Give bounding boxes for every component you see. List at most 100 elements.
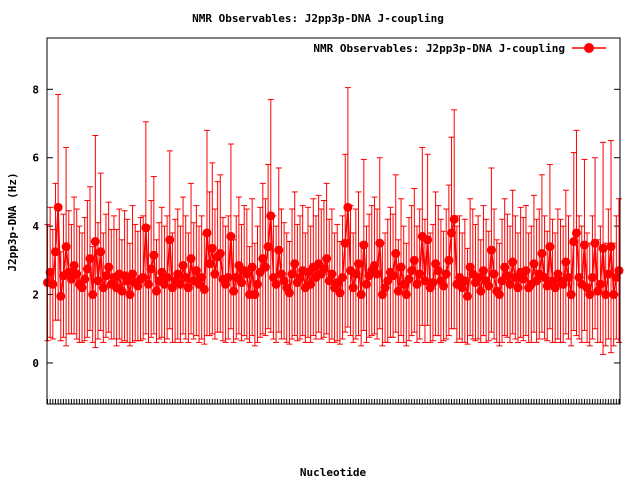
data-point bbox=[409, 255, 419, 265]
error-bars bbox=[44, 87, 622, 355]
data-point bbox=[335, 288, 345, 298]
data-point bbox=[165, 235, 175, 245]
data-point bbox=[80, 274, 90, 284]
data-point bbox=[133, 281, 143, 291]
data-point bbox=[439, 281, 449, 291]
data-point bbox=[348, 283, 358, 293]
data-point bbox=[566, 290, 576, 300]
data-point bbox=[351, 269, 361, 279]
data-point bbox=[401, 290, 411, 300]
data-point bbox=[465, 262, 475, 272]
data-point bbox=[375, 238, 385, 248]
data-point bbox=[590, 238, 600, 248]
y-axis-label: J2pp3p-DNA (Hz) bbox=[6, 172, 19, 271]
data-point bbox=[295, 272, 305, 282]
data-point bbox=[574, 272, 584, 282]
data-point bbox=[149, 250, 159, 260]
data-point bbox=[486, 245, 496, 255]
data-point bbox=[50, 247, 60, 257]
data-point bbox=[606, 242, 616, 252]
data-point bbox=[226, 231, 236, 241]
legend-label: NMR Observables: J2pp3p-DNA J-coupling bbox=[313, 42, 565, 55]
data-point bbox=[593, 286, 603, 296]
data-point bbox=[175, 279, 185, 289]
data-point bbox=[207, 243, 217, 253]
legend-marker bbox=[584, 43, 594, 53]
data-point bbox=[338, 272, 348, 282]
data-point bbox=[144, 279, 154, 289]
data-point bbox=[457, 283, 467, 293]
data-point bbox=[569, 237, 579, 247]
data-point bbox=[90, 237, 100, 247]
data-point bbox=[205, 259, 215, 269]
data-point bbox=[500, 262, 510, 272]
data-point bbox=[340, 238, 350, 248]
data-point bbox=[372, 269, 382, 279]
data-point bbox=[72, 269, 82, 279]
data-point bbox=[88, 290, 98, 300]
data-point bbox=[484, 281, 494, 291]
y-tick-label: 6 bbox=[32, 152, 39, 165]
data-point bbox=[162, 272, 172, 282]
data-point bbox=[138, 272, 148, 282]
data-point bbox=[151, 286, 161, 296]
data-point bbox=[247, 262, 257, 272]
data-point bbox=[423, 235, 433, 245]
data-point bbox=[215, 248, 225, 258]
data-point bbox=[561, 257, 571, 267]
data-point bbox=[545, 242, 555, 252]
data-point bbox=[391, 248, 401, 258]
data-point bbox=[513, 283, 523, 293]
data-point bbox=[396, 262, 406, 272]
data-point bbox=[585, 290, 595, 300]
y-tick-label: 4 bbox=[32, 220, 39, 233]
data-point bbox=[167, 283, 177, 293]
data-point bbox=[96, 247, 106, 257]
data-point bbox=[181, 272, 191, 282]
data-point bbox=[69, 260, 79, 270]
chart-title: NMR Observables: J2pp3p-DNA J-coupling bbox=[192, 12, 444, 25]
legend: NMR Observables: J2pp3p-DNA J-coupling bbox=[313, 42, 606, 55]
data-point bbox=[319, 264, 329, 274]
data-point bbox=[56, 291, 66, 301]
data-point bbox=[64, 267, 74, 277]
data-point bbox=[117, 286, 127, 296]
data-point bbox=[609, 290, 619, 300]
data-point bbox=[173, 269, 183, 279]
data-point bbox=[223, 272, 233, 282]
data-point bbox=[404, 274, 414, 284]
data-point bbox=[159, 279, 169, 289]
data-point bbox=[354, 259, 364, 269]
data-point bbox=[128, 269, 138, 279]
data-point bbox=[447, 228, 457, 238]
data-point bbox=[537, 248, 547, 258]
data-point bbox=[420, 276, 430, 286]
data-point bbox=[45, 267, 55, 277]
data-point bbox=[191, 266, 201, 276]
data-point bbox=[186, 254, 196, 264]
data-point bbox=[178, 260, 188, 270]
data-point bbox=[322, 254, 332, 264]
data-point bbox=[540, 272, 550, 282]
data-point bbox=[266, 211, 276, 221]
data-point bbox=[252, 279, 262, 289]
data-point bbox=[582, 283, 592, 293]
data-point bbox=[343, 202, 353, 212]
data-point bbox=[85, 254, 95, 264]
data-point bbox=[146, 264, 156, 274]
data-point bbox=[478, 266, 488, 276]
data-point bbox=[508, 257, 518, 267]
data-point bbox=[412, 279, 422, 289]
y-tick-label: 2 bbox=[32, 289, 39, 302]
data-point bbox=[441, 269, 451, 279]
data-point bbox=[505, 279, 515, 289]
data-point bbox=[242, 269, 252, 279]
data-point bbox=[388, 271, 398, 281]
data-point bbox=[229, 286, 239, 296]
data-point bbox=[431, 259, 441, 269]
data-point bbox=[125, 290, 135, 300]
data-point bbox=[237, 278, 247, 288]
data-point bbox=[444, 255, 454, 265]
data-point bbox=[476, 286, 486, 296]
